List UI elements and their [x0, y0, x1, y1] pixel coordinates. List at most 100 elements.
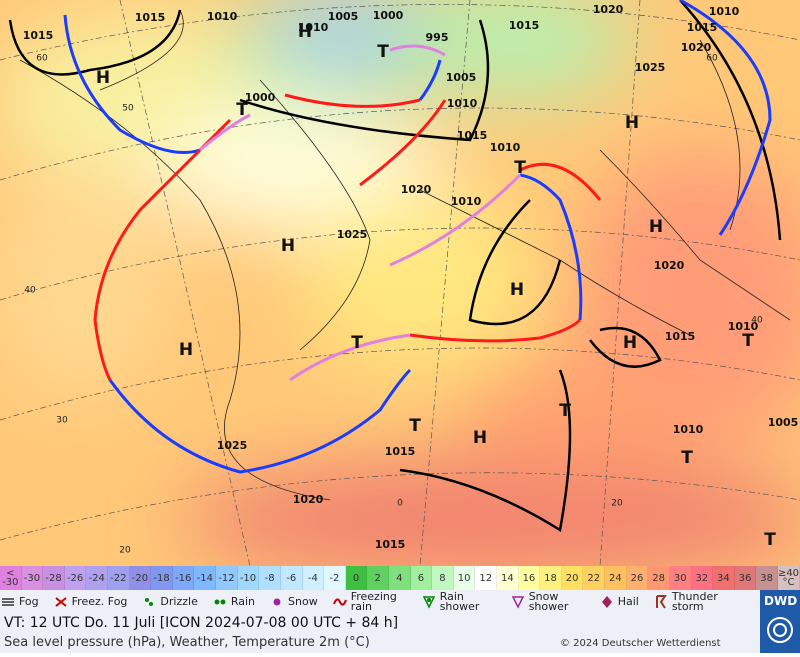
pressure-label: 1015 [375, 538, 406, 551]
scale-cell: -8 [259, 566, 281, 590]
latitude-label: 40 [24, 286, 36, 296]
scale-cell: -26 [64, 566, 87, 590]
low-pressure-center: T [236, 100, 248, 120]
map-labels: 1015 1010 1005 1000 1020 10101015101510109951… [23, 3, 799, 556]
latitude-label: 60 [706, 54, 718, 64]
scale-cell: -28 [43, 566, 65, 590]
scale-cell: 16 [518, 566, 541, 590]
legend-item: Thunder storm [653, 590, 728, 613]
scale-cell: 36 [734, 566, 757, 590]
pressure-label: 1000 [245, 91, 276, 104]
high-pressure-center: H [473, 428, 487, 448]
pressure-label: 1010 [673, 423, 704, 436]
scale-cell: 24 [605, 566, 627, 590]
scale-cell: -10 [237, 566, 260, 590]
scale-cell: 20 [561, 566, 584, 590]
high-pressure-center: H [625, 113, 639, 133]
logo-text: DWD [764, 594, 798, 608]
pressure-label: 1005 [446, 71, 477, 84]
low-pressure-center: T [681, 448, 693, 468]
legend-icon [273, 598, 281, 606]
low-pressure-center: T [764, 530, 776, 550]
legend-icon [214, 599, 226, 605]
scale-cell: -4 [302, 566, 325, 590]
pressure-label: 1010 [490, 141, 521, 154]
pressure-label: 1025 [635, 61, 666, 74]
scale-cell: -2 [324, 566, 346, 590]
scale-cell: -16 [172, 566, 195, 590]
latitude-label: 20 [611, 499, 623, 509]
legend-icon [422, 596, 435, 609]
legend-icon [332, 598, 347, 606]
latitude-label: 30 [56, 416, 68, 426]
dwd-logo: DWD [760, 590, 800, 653]
description: Sea level pressure (hPa), Weather, Tempe… [4, 635, 370, 650]
pressure-label: 1020 [654, 259, 685, 272]
pressure-label: 1005 [328, 10, 359, 23]
pressure-label: 1010 [447, 97, 478, 110]
legend-label: Thunder storm [671, 590, 718, 613]
legend-label: Rain [230, 595, 256, 608]
latitude-label: 60 [36, 54, 48, 64]
scale-cell: 14 [497, 566, 519, 590]
pressure-label: 1015 [457, 129, 488, 142]
legend-icon [55, 597, 67, 607]
high-pressure-center: H [298, 22, 312, 42]
low-pressure-center: T [514, 158, 526, 178]
scale-cell: 18 [540, 566, 562, 590]
pressure-label: 995 [426, 31, 449, 44]
legend-label: Fog [19, 595, 39, 608]
legend-label: Snow [288, 595, 318, 608]
legend-item: Rain [212, 594, 255, 610]
pressure-label: 1015 [135, 11, 166, 24]
footer: VT: 12 UTC Do. 11 Juli [ICON 2024-07-08 … [0, 614, 760, 653]
pressure-label: 1015 [385, 445, 416, 458]
scale-cell: 26 [626, 566, 649, 590]
legend-label: Drizzle [160, 595, 198, 608]
scale-cell: ≥40 °C [777, 566, 800, 590]
legend-item: Fog [0, 594, 39, 610]
legend-item: Snow [269, 594, 318, 610]
temperature-scale: < -30 -30 -28 -26 -24 -22 -20 -18 -16 -14 -12 -10 -8… [0, 566, 800, 590]
legend-item: Snow shower [510, 590, 585, 613]
legend-label: Rain shower [439, 590, 480, 613]
legend-icon [2, 598, 14, 606]
latitude-label: 0 [397, 499, 403, 509]
pressure-label: 1010 [709, 5, 740, 18]
latitude-label: 50 [122, 104, 134, 114]
thick-isobars [8, 0, 782, 533]
low-pressure-center: T [377, 42, 389, 62]
high-pressure-center: H [510, 280, 524, 300]
high-pressure-center: H [649, 217, 663, 237]
legend-item: Rain shower [421, 590, 496, 613]
legend-icon [601, 596, 612, 608]
legend-icon [145, 598, 154, 606]
scale-cell: 32 [691, 566, 714, 590]
scale-cell: 34 [713, 566, 735, 590]
map: 1015 1010 1005 1000 1020 10101015101510109951… [0, 0, 800, 566]
scale-cell: -30 [21, 566, 44, 590]
scale-cell: 12 [475, 566, 498, 590]
legend-item: Hail [599, 594, 639, 610]
scale-cell: -18 [151, 566, 173, 590]
low-pressure-center: T [351, 333, 363, 353]
scale-cell: 10 [453, 566, 476, 590]
scale-cell: -20 [129, 566, 152, 590]
temperature-field [0, 0, 800, 566]
pressure-label: 1020 [593, 3, 624, 16]
scale-cell: 8 [432, 566, 454, 590]
scale-cell: 30 [669, 566, 692, 590]
scale-cell: -24 [86, 566, 109, 590]
pressure-label: 1015 [23, 29, 54, 42]
scale-cell: -12 [216, 566, 238, 590]
scale-cell: -6 [280, 566, 303, 590]
pressure-label: 1025 [217, 439, 248, 452]
high-pressure-center: H [179, 340, 193, 360]
legend-label: Snow shower [528, 590, 569, 613]
pressure-label: 1010 [728, 320, 759, 333]
weather-legend: Fog Freez. Fog Drizzle Rain Snow Freezing rai… [0, 590, 760, 614]
low-pressure-center: T [409, 416, 421, 436]
pressure-label: 1015 [665, 330, 696, 343]
scale-cell: 22 [583, 566, 606, 590]
